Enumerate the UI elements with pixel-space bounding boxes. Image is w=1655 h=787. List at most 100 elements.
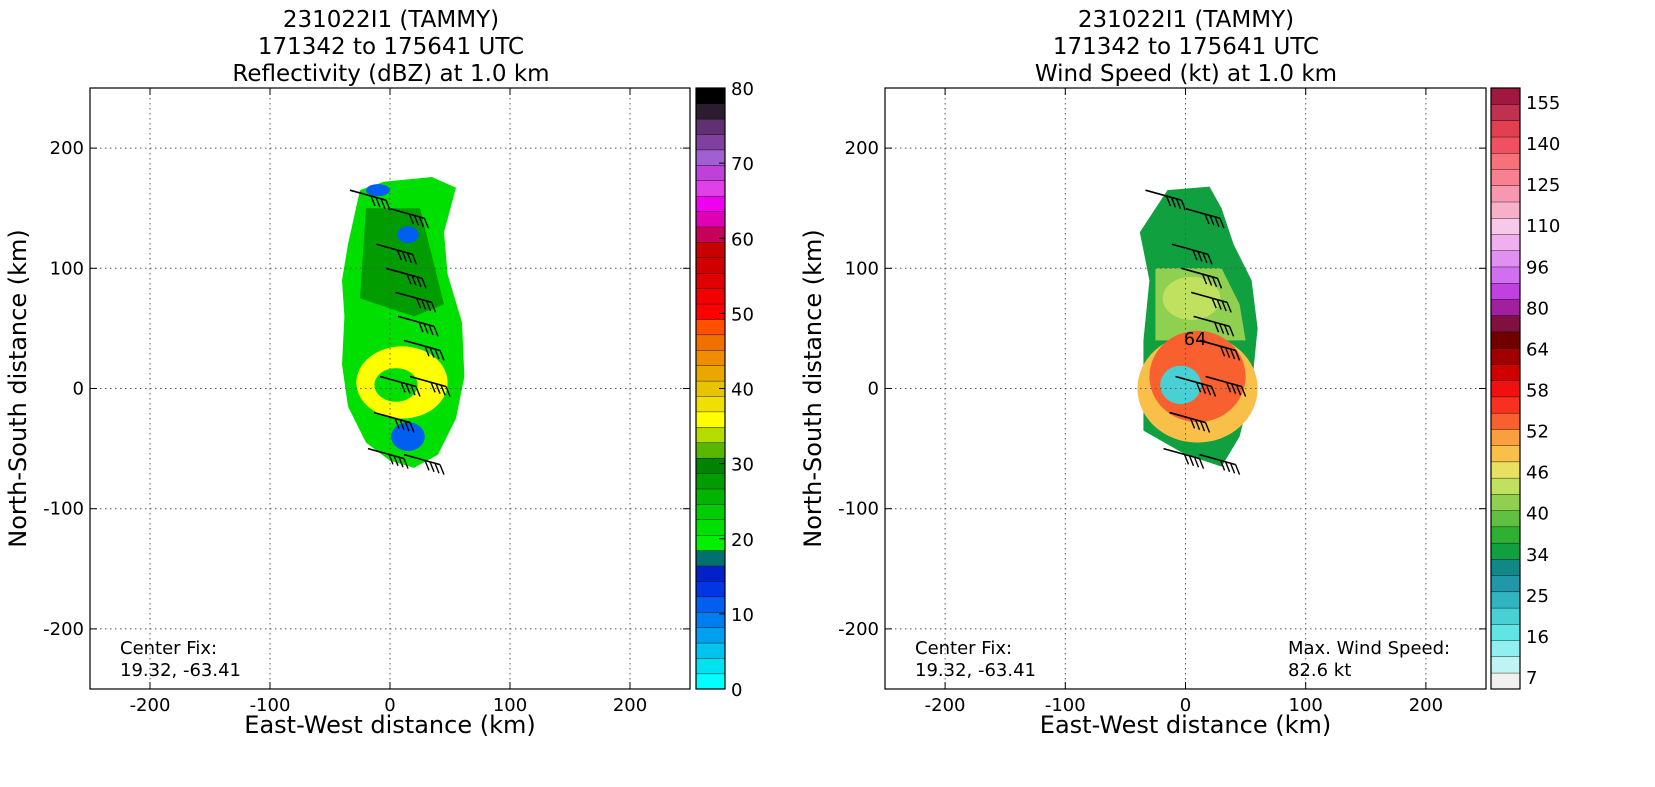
colorbar-segment [695, 396, 726, 413]
colorbar-segment [1490, 412, 1521, 430]
x-tick-label: -200 [925, 695, 966, 716]
colorbar-segment [695, 257, 726, 274]
barb-feather [429, 461, 435, 473]
wind-barb [373, 411, 415, 433]
wind-barb [1190, 291, 1232, 313]
colorbar-segment [1490, 282, 1521, 300]
colorbar-segment [695, 288, 726, 305]
wind-barb [1145, 189, 1187, 211]
chart-title-line: Wind Speed (kt) at 1.0 km [1035, 61, 1337, 87]
colorbar-tick-label: 60 [731, 229, 754, 250]
barb-feather [439, 464, 445, 475]
barb-staff [1190, 291, 1228, 304]
colorbar-segment [1490, 201, 1521, 219]
barb-feather [406, 252, 413, 264]
colorbar-segment [1490, 87, 1521, 105]
barb-feather [399, 419, 405, 431]
wind-barb [397, 315, 439, 337]
colorbar-segment [695, 673, 726, 690]
colorbar-segment [1490, 575, 1521, 593]
colorbar-tick-label: 96 [1526, 257, 1549, 278]
barb-feather [415, 297, 422, 309]
barb-feather [1240, 386, 1247, 397]
barb-staff [1199, 339, 1236, 352]
barb-feather [1228, 326, 1235, 337]
wind-barb [388, 207, 430, 229]
barb-feather [1230, 383, 1237, 394]
barb-feather [411, 275, 417, 286]
barb-staff [367, 447, 405, 460]
colorbar-tick-label: 58 [1526, 381, 1549, 402]
wind-barb [1169, 411, 1211, 433]
barb-feather [1197, 251, 1203, 262]
barb-feather [1210, 386, 1217, 397]
barb-feather [424, 345, 430, 357]
y-tick-label: 0 [868, 379, 879, 400]
colorbar-segment [1490, 120, 1521, 138]
colorbar-tick-label: 34 [1526, 545, 1549, 566]
barb-feather [1219, 217, 1225, 229]
wind-barb [367, 447, 409, 469]
barb-feather [440, 384, 446, 396]
colorbar-segment [1490, 298, 1521, 316]
colorbar-segment [1490, 461, 1521, 479]
barb-feather [1235, 384, 1242, 396]
colorbar-segment [1490, 363, 1521, 381]
colorbar-segment [695, 211, 726, 228]
colorbar-segment [695, 365, 726, 382]
colorbar-segment [1490, 233, 1521, 251]
colorbar-segment [1490, 591, 1521, 609]
colorbar: 7 16 25 34 40 46 52 58 64 80 96 110 125 140 155 [1490, 87, 1560, 690]
colorbar-frame [1490, 87, 1521, 690]
colorbar-tick-label: 70 [731, 154, 754, 175]
barb-staff [1205, 375, 1242, 388]
colorbar-segment [695, 657, 726, 675]
colorbar-segment [695, 503, 726, 520]
y-tick-label: 200 [845, 138, 879, 159]
barb-feather [420, 299, 427, 310]
colorbar-segment [695, 565, 726, 582]
center-fix-line: Center Fix: [915, 638, 1012, 659]
barb-feather [1207, 254, 1213, 265]
barb-feather [1229, 348, 1236, 360]
colorbar-segment [1490, 656, 1521, 674]
barb-feather [403, 458, 409, 469]
colorbar-segment [695, 241, 726, 259]
barb-feather [423, 323, 429, 334]
barb-staff [1169, 411, 1206, 424]
colorbar-segment [695, 226, 726, 243]
colorbar-segment [695, 103, 726, 120]
chart-title-line: 171342 to 175641 UTC [1053, 34, 1319, 60]
barb-staff [1175, 375, 1212, 388]
center-fix-line: 19.32, -63.41 [120, 660, 241, 681]
x-tick-label: -200 [130, 695, 171, 716]
colorbar-segment [1490, 104, 1521, 121]
barb-feather [433, 326, 439, 337]
barb-staff [1181, 267, 1218, 280]
barb-feather [370, 195, 376, 207]
colorbar-tick-label: 110 [1526, 216, 1560, 237]
barb-feather [1183, 454, 1190, 465]
wind-barb [385, 267, 427, 289]
x-tick-label: 200 [613, 695, 647, 716]
grid [885, 88, 1486, 689]
barb-feather [1218, 323, 1225, 334]
colorbar-segment [695, 457, 726, 474]
barb-feather [380, 198, 386, 210]
colorbar-segment [1490, 315, 1521, 333]
barb-feather [409, 422, 415, 433]
barb-staff [1145, 189, 1182, 201]
colorbar-segment [695, 580, 726, 598]
barb-staff [373, 411, 411, 424]
x-axis-label: East-West distance (km) [1040, 711, 1331, 739]
colorbar-tick-label: 80 [1526, 298, 1549, 319]
barb-feather [1225, 382, 1232, 393]
barb-feather [434, 462, 440, 474]
y-axis-label: North-South distance (km) [799, 229, 827, 548]
colorbar-tick-label: 50 [731, 304, 754, 325]
colorbar-tick-label: 64 [1526, 339, 1549, 360]
colorbar-segment [1490, 558, 1521, 576]
x-axis-label: East-West distance (km) [244, 711, 535, 739]
barb-feather [1206, 275, 1213, 286]
colorbar-segment [695, 534, 726, 551]
